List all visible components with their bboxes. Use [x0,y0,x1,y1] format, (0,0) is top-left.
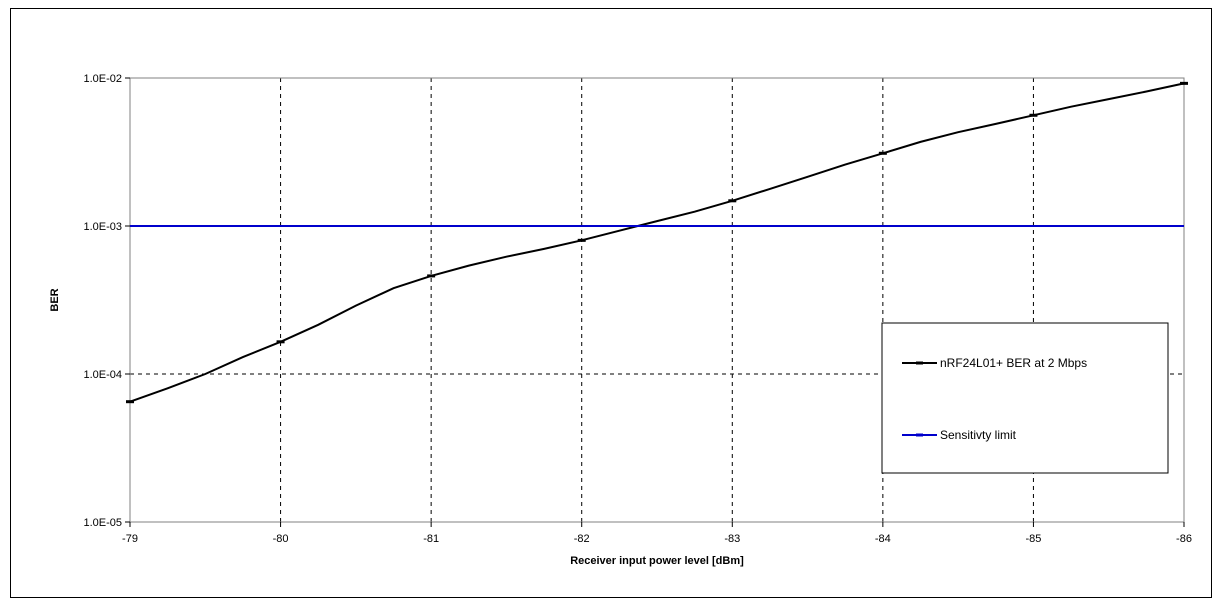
x-tick-label: -85 [1025,533,1041,545]
legend-box [881,322,1169,474]
legend-label-sensitivity: Sensitivty limit [940,428,1017,442]
x-tick-label: -86 [1176,533,1192,545]
plot-area [129,77,1185,523]
x-axis-ticks: -79 -80 -81 -82 -83 -84 -85 -86 [122,522,1192,545]
x-tick-label: -81 [423,533,439,545]
series-lines [126,81,1188,404]
x-tick-label: -83 [724,533,740,545]
y-axis-title: BER [49,288,61,311]
x-tick-label: -79 [122,533,138,545]
y-axis-ticks: 1.0E-05 1.0E-04 1.0E-03 1.0E-02 [83,73,130,529]
legend: nRF24L01+ BER at 2 Mbps Sensitivty limit [881,322,1169,474]
y-tick-label: 1.0E-04 [83,369,122,381]
legend-label-ber: nRF24L01+ BER at 2 Mbps [940,356,1087,370]
y-tick-label: 1.0E-05 [83,517,122,529]
y-tick-label: 1.0E-03 [83,221,122,233]
x-axis-title: Receiver input power level [dBm] [570,555,744,567]
x-tick-label: -82 [574,533,590,545]
x-tick-label: -80 [273,533,289,545]
series-line-ber [129,82,1185,403]
x-tick-label: -84 [875,533,891,545]
chart-frame [10,8,1212,598]
y-tick-label: 1.0E-02 [83,73,122,85]
